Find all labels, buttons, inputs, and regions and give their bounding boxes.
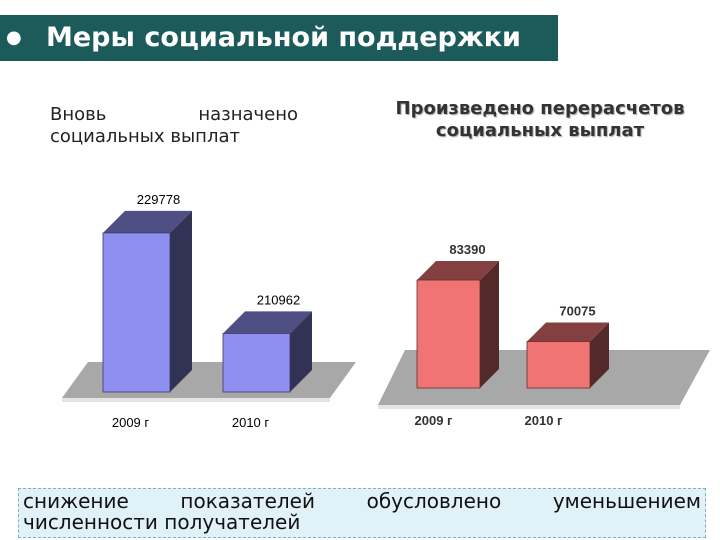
bar-side [590,322,609,388]
floor-edge [378,405,680,409]
bar-top [417,261,499,281]
value-label: 70075 [559,303,595,318]
bar-top [527,322,609,342]
value-label: 83390 [449,242,485,257]
bar [222,333,291,393]
bar [416,279,481,389]
value-label: 229778 [137,192,180,207]
slide-title: Меры социальной поддержки [46,22,521,53]
x-tick-label: 2009 г [415,413,454,428]
bar-top [103,210,192,233]
header: ● Меры социальной поддержки [0,15,558,61]
x-tick-label: 2010 г [232,415,270,430]
floor-edge [62,398,330,402]
x-tick-label: 2010 г [525,413,564,428]
chart-title: Вновь назначено социальных выплат [50,104,298,147]
bar-top [223,311,312,334]
x-tick-label: 2009 г [112,415,150,430]
note: снижение показателей обусловлено уменьше… [18,488,706,538]
value-label: 210962 [257,292,300,307]
bullet: ● [6,27,22,48]
bar [526,341,591,389]
bar-side [170,210,192,392]
bar-side [290,311,312,392]
bar-side [480,261,499,388]
chart-title: Произведено перерасчетов социальных выпл… [395,98,685,141]
bar [102,232,171,393]
